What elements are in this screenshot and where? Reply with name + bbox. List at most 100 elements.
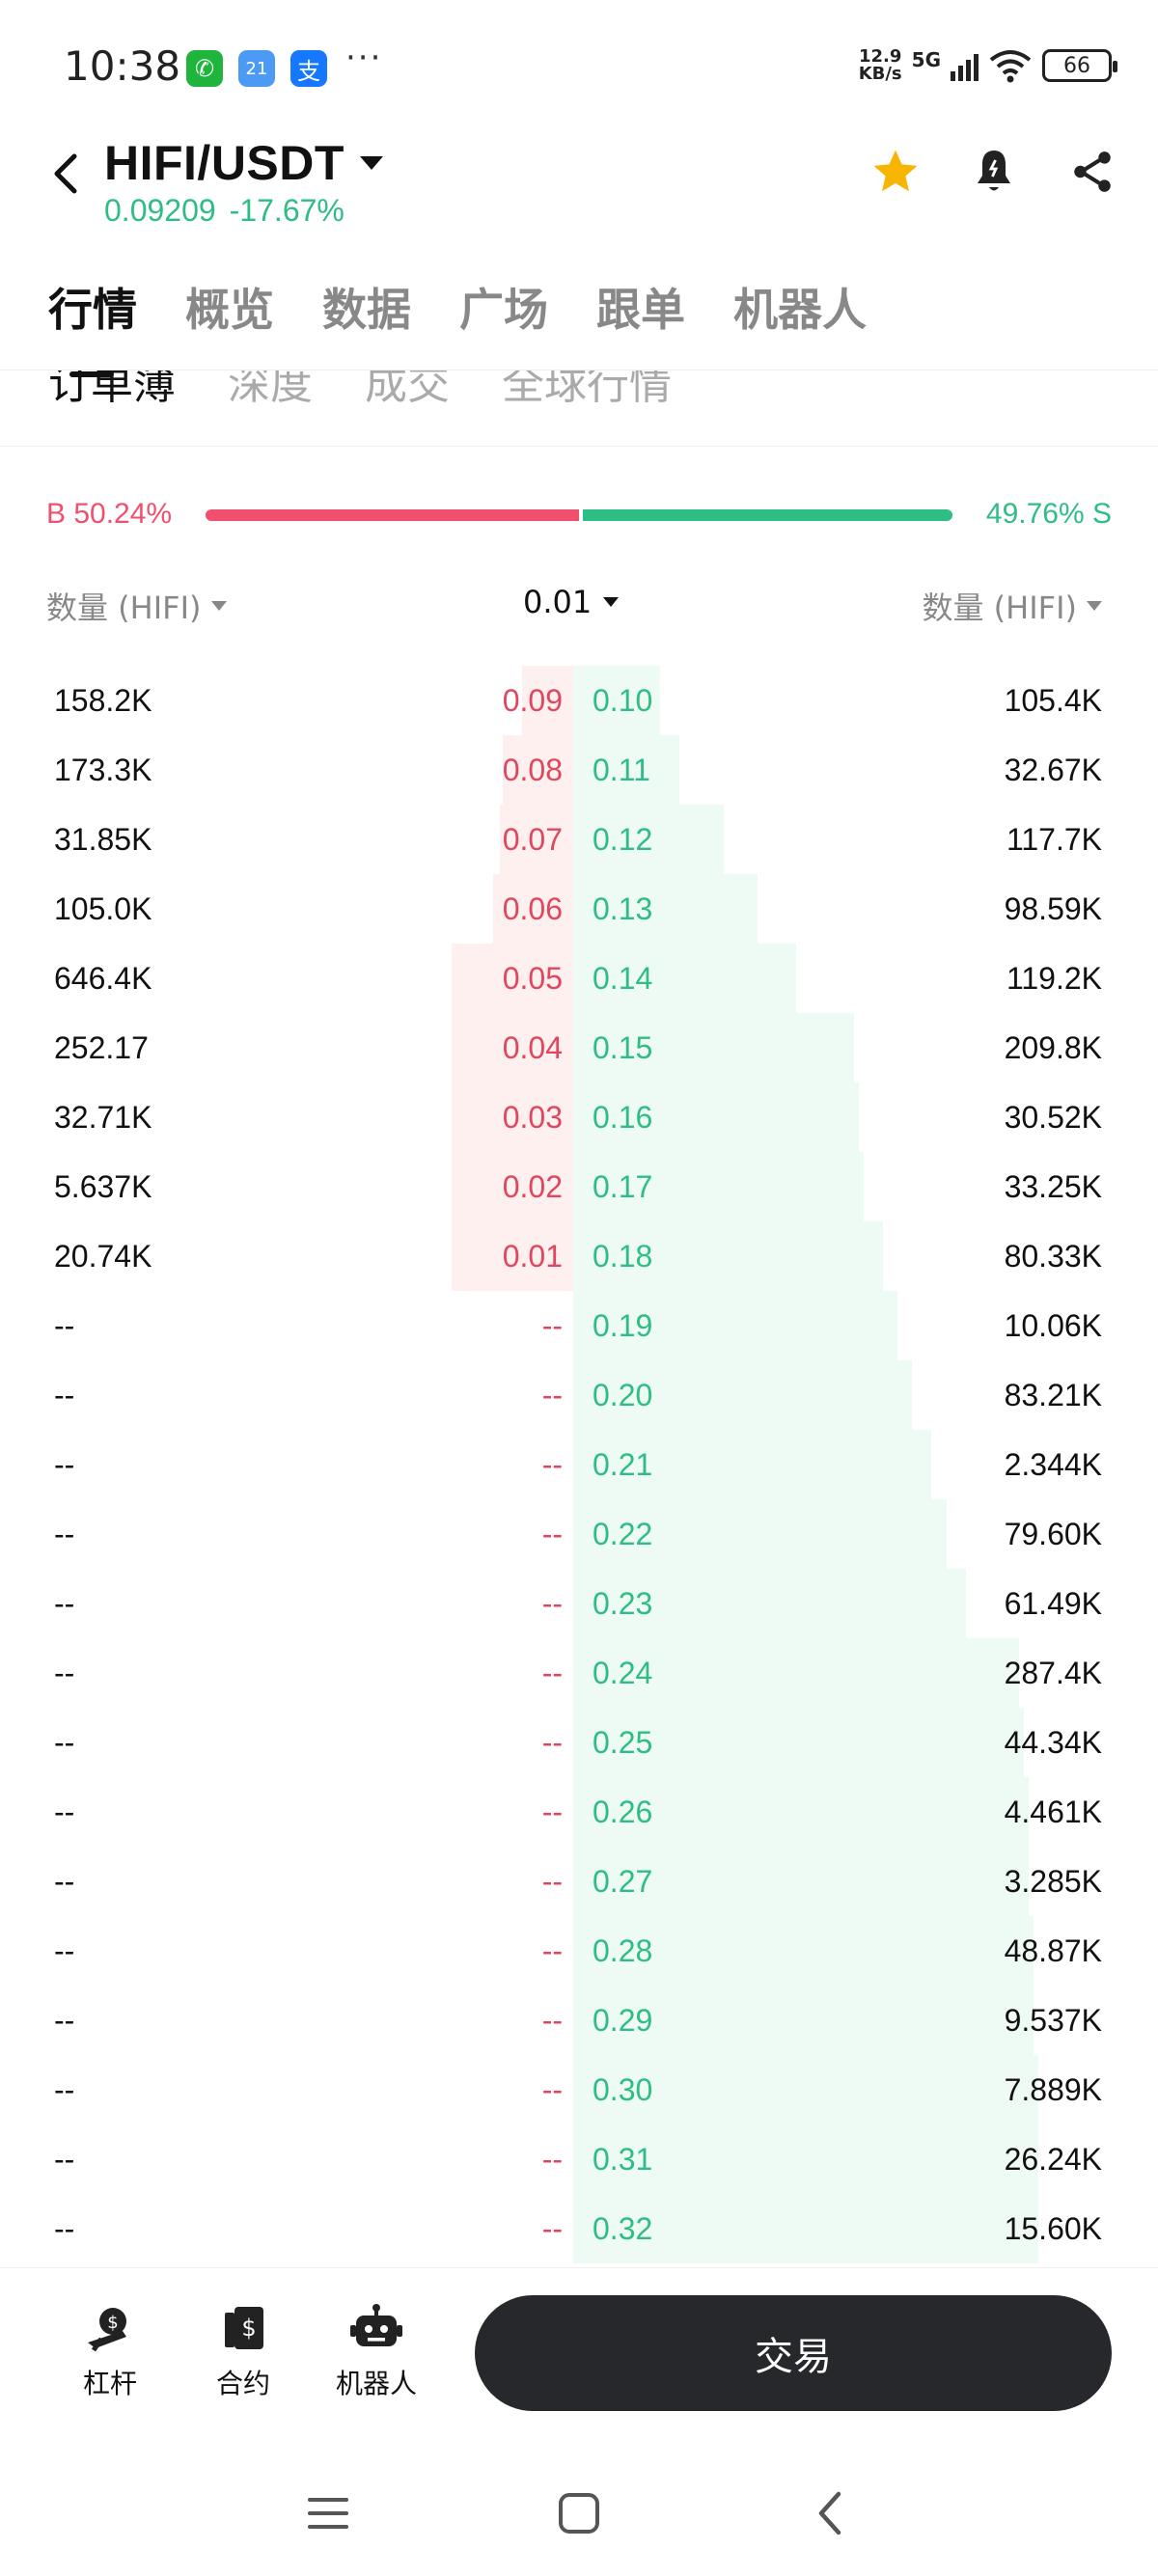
- back-icon[interactable]: [791, 2480, 868, 2547]
- ask-price: 0.10: [593, 683, 653, 718]
- caret-down-icon: [210, 601, 227, 611]
- bid-depth-bar: [452, 1152, 573, 1221]
- bell-icon[interactable]: [967, 145, 1021, 199]
- orderbook-row[interactable]: -- -- 0.31 26.24K: [0, 2124, 1158, 2194]
- orderbook-row[interactable]: 32.71K 0.03 0.16 30.52K: [0, 1082, 1158, 1152]
- bid-price: --: [541, 1933, 563, 1968]
- subtab-global-market[interactable]: 全球行情: [502, 370, 672, 409]
- share-icon[interactable]: [1065, 145, 1119, 199]
- orderbook-row[interactable]: -- -- 0.19 10.06K: [0, 1291, 1158, 1360]
- orderbook-row[interactable]: 173.3K 0.08 0.11 32.67K: [0, 735, 1158, 805]
- ask-quantity: 7.889K: [1004, 2072, 1102, 2107]
- ask-price: 0.28: [593, 1933, 653, 1968]
- main-tabs: 行情 概览 数据 广场 跟单 机器人: [48, 275, 867, 339]
- ask-qty-unit-selector[interactable]: 数量 (HIFI): [923, 584, 1102, 628]
- subtab-orderbook[interactable]: 订单薄: [48, 370, 176, 409]
- tab-copy-trading[interactable]: 跟单: [596, 284, 685, 336]
- ask-price: 0.31: [593, 2142, 653, 2177]
- bid-quantity: 252.17: [54, 1030, 149, 1065]
- orderbook-row[interactable]: -- -- 0.22 79.60K: [0, 1499, 1158, 1569]
- orderbook-row[interactable]: -- -- 0.32 15.60K: [0, 2194, 1158, 2263]
- ask-price: 0.23: [593, 1586, 653, 1621]
- bid-quantity: --: [54, 1864, 75, 1899]
- bid-quantity: --: [54, 1447, 75, 1482]
- orderbook-row[interactable]: 646.4K 0.05 0.14 119.2K: [0, 944, 1158, 1013]
- ask-quantity: 209.8K: [1004, 1030, 1102, 1065]
- header-actions: [868, 145, 1119, 199]
- orderbook-row[interactable]: -- -- 0.28 48.87K: [0, 1916, 1158, 1986]
- trade-button[interactable]: 交易: [475, 2295, 1112, 2411]
- contract-label: 合约: [215, 2368, 270, 2399]
- ask-price: 0.15: [593, 1030, 653, 1065]
- orderbook-row[interactable]: -- -- 0.26 4.461K: [0, 1777, 1158, 1847]
- caret-down-icon: [1087, 601, 1102, 611]
- ask-depth-bar: [573, 1082, 860, 1152]
- tab-square[interactable]: 广场: [459, 284, 548, 336]
- menu-icon[interactable]: [290, 2480, 367, 2547]
- orderbook-row[interactable]: 105.0K 0.06 0.13 98.59K: [0, 874, 1158, 944]
- orderbook-row[interactable]: 20.74K 0.01 0.18 80.33K: [0, 1221, 1158, 1291]
- orderbook: 158.2K 0.09 0.10 105.4K 173.3K 0.08 0.11 32.67K…: [0, 666, 1158, 2267]
- tab-overview[interactable]: 概览: [185, 284, 274, 336]
- precision-value: 0.01: [523, 584, 593, 620]
- pair-header: HIFI/USDT 0.09209 -17.67%: [0, 135, 1158, 241]
- ask-quantity: 30.52K: [1004, 1100, 1102, 1135]
- orderbook-row[interactable]: 158.2K 0.09 0.10 105.4K: [0, 666, 1158, 735]
- orderbook-row[interactable]: -- -- 0.21 2.344K: [0, 1430, 1158, 1499]
- ask-depth-bar: [573, 1777, 1029, 1847]
- ask-price: 0.27: [593, 1864, 653, 1899]
- robot-button[interactable]: 机器人: [318, 2299, 434, 2401]
- home-icon[interactable]: [540, 2480, 618, 2547]
- ask-depth-bar: [573, 1638, 1019, 1708]
- ask-price: 0.17: [593, 1169, 653, 1204]
- caret-down-icon: [603, 597, 620, 607]
- bid-quantity: --: [54, 1933, 75, 1968]
- ask-depth-bar: [573, 2194, 1038, 2263]
- ask-quantity: 98.59K: [1004, 891, 1102, 926]
- orderbook-row[interactable]: 5.637K 0.02 0.17 33.25K: [0, 1152, 1158, 1221]
- contract-button[interactable]: $ 合约: [185, 2299, 301, 2401]
- orderbook-row[interactable]: -- -- 0.29 9.537K: [0, 1986, 1158, 2055]
- bottom-action-bar: $ 杠杆 $ 合约 机器人 交易: [0, 2267, 1158, 2451]
- orderbook-row[interactable]: -- -- 0.24 287.4K: [0, 1638, 1158, 1708]
- orderbook-row[interactable]: -- -- 0.25 44.34K: [0, 1708, 1158, 1777]
- bid-price: 0.07: [502, 822, 563, 857]
- ask-quantity: 32.67K: [1004, 753, 1102, 787]
- bid-quantity: 5.637K: [54, 1169, 152, 1204]
- ask-depth-bar: [573, 805, 724, 874]
- ask-quantity: 105.4K: [1004, 683, 1102, 718]
- subtab-trades[interactable]: 成交: [365, 370, 450, 409]
- bid-quantity: --: [54, 1308, 75, 1343]
- bid-qty-unit-selector[interactable]: 数量 (HIFI): [46, 584, 227, 628]
- bid-quantity: --: [54, 2211, 75, 2246]
- sub-tabs: 订单薄 深度 成交 全球行情: [0, 370, 1158, 447]
- bid-price: 0.03: [502, 1100, 563, 1135]
- ask-price: 0.14: [593, 961, 653, 996]
- orderbook-row[interactable]: -- -- 0.23 61.49K: [0, 1569, 1158, 1638]
- bid-price: 0.04: [502, 1030, 563, 1065]
- precision-selector[interactable]: 0.01: [523, 584, 620, 620]
- orderbook-row[interactable]: -- -- 0.27 3.285K: [0, 1847, 1158, 1916]
- ratio-bar: [206, 509, 952, 521]
- ask-price: 0.22: [593, 1517, 653, 1551]
- orderbook-row[interactable]: 252.17 0.04 0.15 209.8K: [0, 1013, 1158, 1082]
- ask-depth-bar: [573, 1986, 1034, 2055]
- subtab-depth[interactable]: 深度: [228, 370, 313, 409]
- ask-depth-bar: [573, 944, 796, 1013]
- ask-depth-bar: [573, 1708, 1024, 1777]
- orderbook-row[interactable]: -- -- 0.30 7.889K: [0, 2055, 1158, 2124]
- pair-selector[interactable]: HIFI/USDT: [104, 135, 383, 191]
- ask-depth-bar: [573, 874, 758, 944]
- tab-market[interactable]: 行情: [48, 284, 137, 336]
- network-speed-unit: KB/s: [858, 64, 902, 84]
- orderbook-row[interactable]: 31.85K 0.07 0.12 117.7K: [0, 805, 1158, 874]
- leverage-button[interactable]: $ 杠杆: [52, 2299, 168, 2401]
- ask-quantity: 287.4K: [1004, 1656, 1102, 1690]
- star-icon[interactable]: [868, 145, 923, 199]
- tab-bots[interactable]: 机器人: [733, 284, 867, 336]
- back-arrow-icon[interactable]: [42, 143, 89, 205]
- tab-data[interactable]: 数据: [322, 284, 411, 336]
- orderbook-row[interactable]: -- -- 0.20 83.21K: [0, 1360, 1158, 1430]
- bid-price: --: [541, 1308, 563, 1343]
- bid-depth-bar: [452, 944, 573, 1013]
